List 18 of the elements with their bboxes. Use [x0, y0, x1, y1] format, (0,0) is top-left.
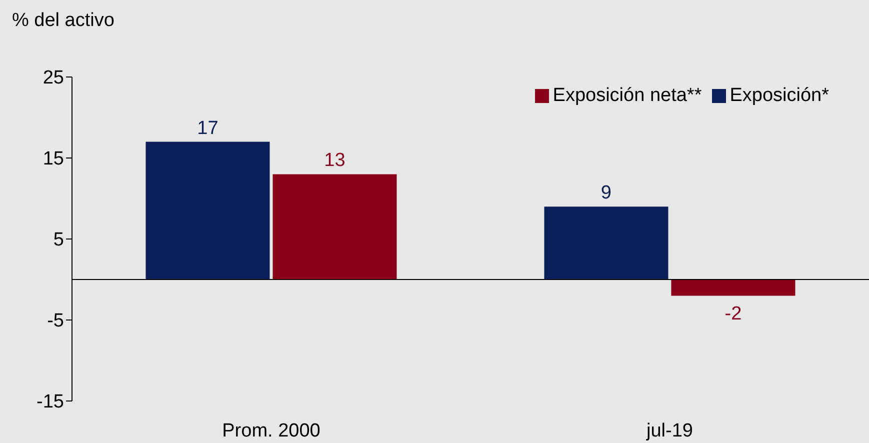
y-tick-label: 25	[42, 68, 64, 89]
y-tick-label: 5	[53, 230, 64, 251]
bar	[544, 206, 668, 280]
bar	[146, 142, 270, 280]
y-tick-label: -15	[36, 392, 64, 413]
y-tick-label: 15	[42, 148, 64, 170]
bar	[272, 174, 397, 280]
x-tick-label: jul-19	[646, 420, 693, 442]
legend-label: Exposición neta**	[552, 85, 702, 106]
bar	[671, 280, 796, 296]
x-tick-label: Prom. 2000	[222, 420, 320, 442]
data-label: 17	[197, 118, 218, 139]
data-label: 13	[324, 150, 346, 172]
y-axis-title: % del activo	[12, 10, 114, 32]
y-tick-label: -5	[47, 310, 64, 332]
data-label: 9	[600, 182, 612, 204]
data-label: -2	[724, 304, 742, 325]
legend-label: Exposición*	[730, 85, 829, 106]
